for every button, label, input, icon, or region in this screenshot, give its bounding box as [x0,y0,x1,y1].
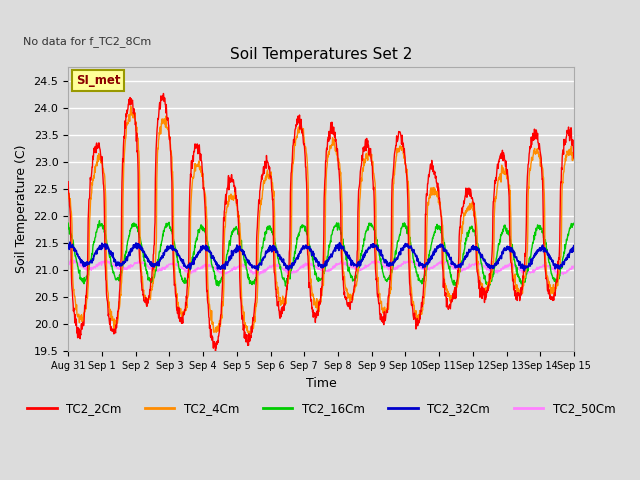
Text: SI_met: SI_met [76,74,120,87]
Title: Soil Temperatures Set 2: Soil Temperatures Set 2 [230,47,412,61]
Text: No data for f_TC2_8Cm: No data for f_TC2_8Cm [22,36,151,47]
Y-axis label: Soil Temperature (C): Soil Temperature (C) [15,145,28,274]
Legend: TC2_2Cm, TC2_4Cm, TC2_16Cm, TC2_32Cm, TC2_50Cm: TC2_2Cm, TC2_4Cm, TC2_16Cm, TC2_32Cm, TC… [22,397,620,420]
X-axis label: Time: Time [306,377,337,390]
